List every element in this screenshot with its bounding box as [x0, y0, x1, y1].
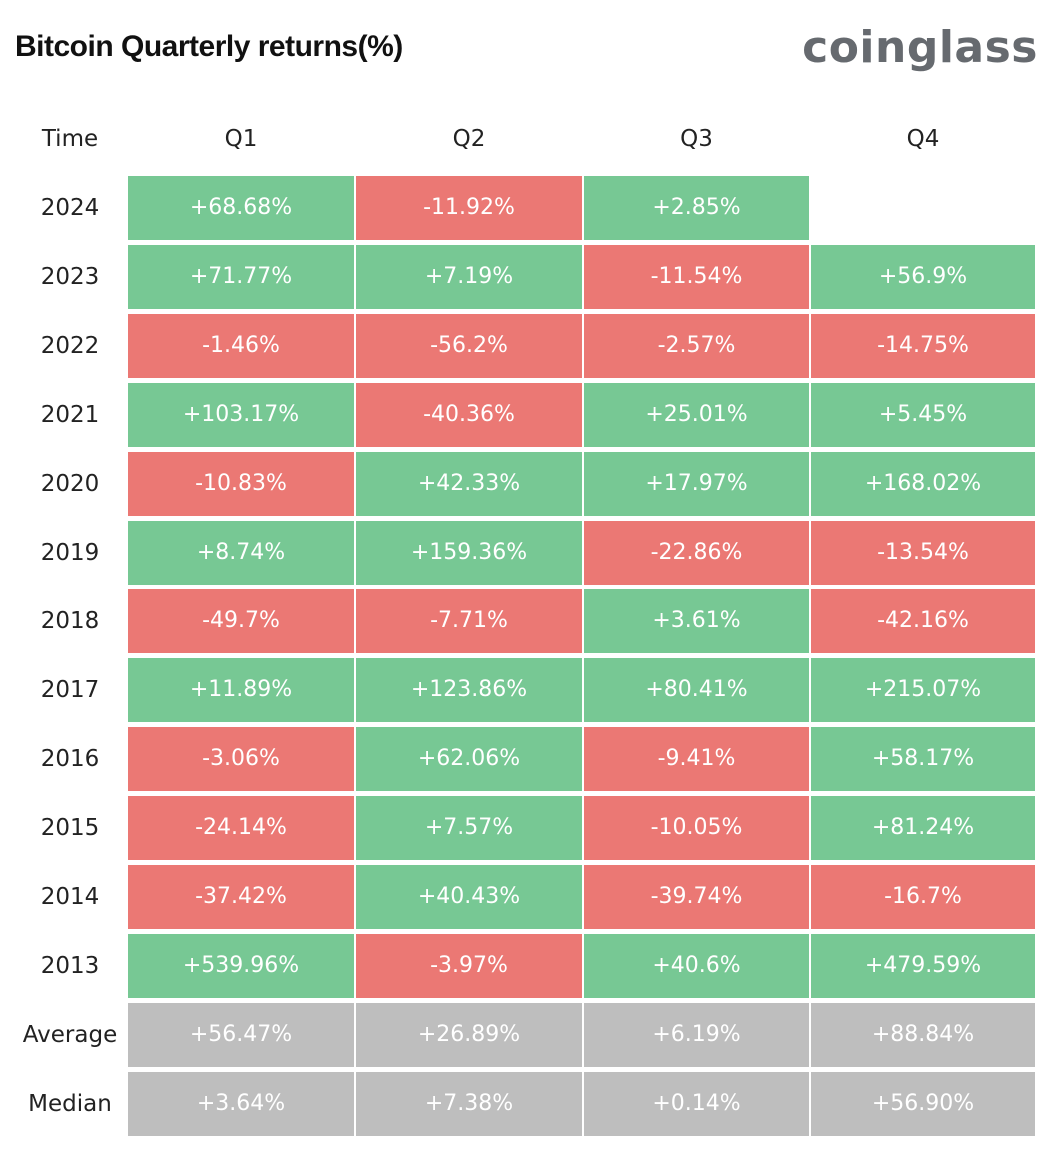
- row-label: Median: [28, 1090, 112, 1117]
- return-cell: +7.57%: [356, 796, 582, 861]
- row-label: 2022: [40, 332, 100, 359]
- return-cell: -11.92%: [356, 176, 582, 240]
- return-cell: +17.97%: [584, 451, 809, 516]
- return-cell: +159.36%: [356, 520, 582, 585]
- return-cell: +71.77%: [128, 244, 354, 309]
- return-cell: +68.68%: [128, 176, 354, 240]
- header-q4: Q4: [906, 126, 940, 152]
- row-label: 2015: [40, 815, 100, 842]
- row-label: 2016: [40, 746, 100, 773]
- return-cell: -40.36%: [356, 382, 582, 447]
- return-cell: +479.59%: [811, 933, 1035, 998]
- return-cell: +3.64%: [128, 1071, 354, 1136]
- return-cell: +42.33%: [356, 451, 582, 516]
- return-cell: +80.41%: [584, 658, 809, 723]
- return-cell: +62.06%: [356, 727, 582, 792]
- return-cell: +3.61%: [584, 589, 809, 654]
- return-cell: -24.14%: [128, 796, 354, 861]
- row-label: 2018: [40, 608, 100, 635]
- return-cell: -14.75%: [811, 313, 1035, 378]
- return-cell: +5.45%: [811, 382, 1035, 447]
- coinglass-logo: coinglass: [802, 22, 1038, 73]
- return-cell: +56.47%: [128, 1002, 354, 1067]
- return-cell: -37.42%: [128, 865, 354, 929]
- return-cell: +58.17%: [811, 727, 1035, 792]
- return-cell: +7.19%: [356, 244, 582, 309]
- row-label: 2021: [40, 401, 100, 428]
- header-q1: Q1: [224, 126, 258, 152]
- row-label: 2020: [40, 470, 100, 497]
- return-cell: +40.6%: [584, 933, 809, 998]
- return-cell: +7.38%: [356, 1071, 582, 1136]
- return-cell: -10.83%: [128, 451, 354, 516]
- return-cell: -9.41%: [584, 727, 809, 792]
- return-cell: +8.74%: [128, 520, 354, 585]
- return-cell: -39.74%: [584, 865, 809, 929]
- chart-title: Bitcoin Quarterly returns(%): [15, 30, 403, 63]
- row-label: 2014: [40, 884, 100, 910]
- return-cell: +2.85%: [584, 176, 809, 240]
- return-cell: +168.02%: [811, 451, 1035, 516]
- return-cell: -49.7%: [128, 589, 354, 654]
- return-cell: +88.84%: [811, 1002, 1035, 1067]
- return-cell: +25.01%: [584, 382, 809, 447]
- return-cell: +11.89%: [128, 658, 354, 723]
- return-cell: +215.07%: [811, 658, 1035, 723]
- header-time: Time: [41, 126, 99, 152]
- return-cell: -7.71%: [356, 589, 582, 654]
- row-label: 2013: [40, 952, 100, 979]
- return-cell: +26.89%: [356, 1002, 582, 1067]
- return-cell: -42.16%: [811, 589, 1035, 654]
- return-cell: +40.43%: [356, 865, 582, 929]
- row-label: 2023: [40, 263, 100, 290]
- return-cell: +81.24%: [811, 796, 1035, 861]
- row-label: 2017: [40, 677, 100, 704]
- row-label: 2019: [40, 539, 100, 566]
- row-label: Average: [22, 1021, 118, 1048]
- return-cell: -22.86%: [584, 520, 809, 585]
- header-q2: Q2: [452, 126, 486, 152]
- return-cell: -3.06%: [128, 727, 354, 792]
- return-cell: -1.46%: [128, 313, 354, 378]
- return-cell: +0.14%: [584, 1071, 809, 1136]
- return-cell: +103.17%: [128, 382, 354, 447]
- return-cell: +539.96%: [128, 933, 354, 998]
- return-cell: +56.9%: [811, 244, 1035, 309]
- return-cell: -10.05%: [584, 796, 809, 861]
- row-label: 2024: [40, 195, 100, 221]
- return-cell: -16.7%: [811, 865, 1035, 929]
- return-cell: -56.2%: [356, 313, 582, 378]
- return-cell: -11.54%: [584, 244, 809, 309]
- return-cell: -2.57%: [584, 313, 809, 378]
- return-cell: +56.90%: [811, 1071, 1035, 1136]
- return-cell: +123.86%: [356, 658, 582, 723]
- return-cell: +6.19%: [584, 1002, 809, 1067]
- header-q3: Q3: [680, 126, 713, 152]
- return-cell: -13.54%: [811, 520, 1035, 585]
- return-cell: -3.97%: [356, 933, 582, 998]
